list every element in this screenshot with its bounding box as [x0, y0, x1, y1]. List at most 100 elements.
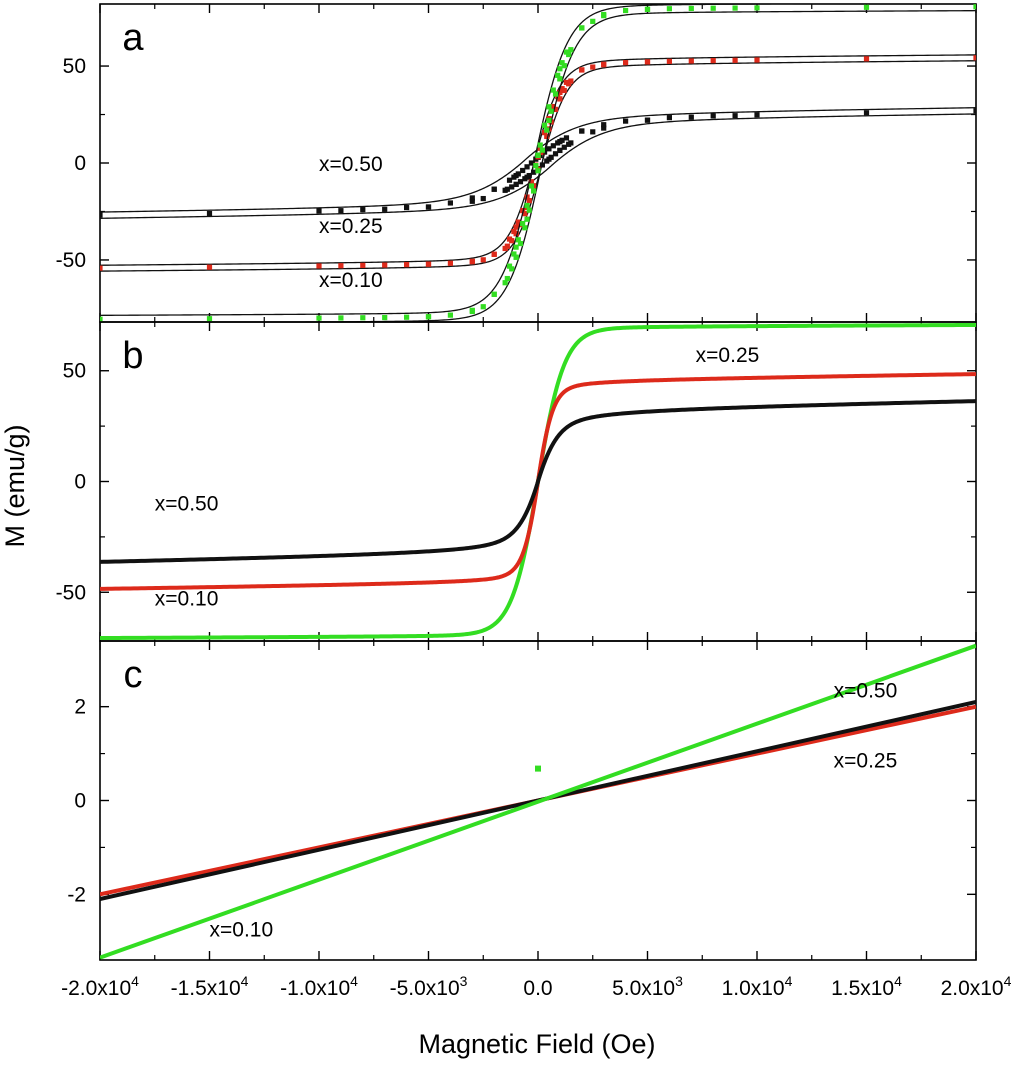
data-marker: [480, 304, 486, 310]
data-marker: [338, 263, 344, 269]
data-marker: [539, 147, 545, 153]
data-marker: [480, 257, 486, 263]
data-marker: [557, 76, 563, 82]
panel-a: 50 0 -50 a x=0.50 x=0.25 x=0.10: [56, 3, 977, 323]
data-marker: [555, 72, 561, 78]
data-marker: [531, 188, 537, 194]
data-marker: [863, 56, 870, 62]
y-tick-label: 50: [63, 55, 86, 78]
data-marker: [688, 114, 694, 120]
data-marker: [360, 262, 366, 268]
data-marker: [511, 174, 517, 180]
data-marker: [469, 198, 475, 204]
data-marker: [522, 225, 528, 231]
data-marker: [513, 254, 519, 260]
panel-letter: b: [122, 335, 143, 377]
data-marker: [552, 151, 559, 157]
data-marker: [566, 51, 572, 58]
data-marker: [548, 108, 554, 114]
data-marker: [732, 57, 738, 63]
data-marker: [601, 122, 607, 128]
data-marker: [535, 168, 541, 174]
data-marker: [360, 315, 366, 321]
data-marker: [579, 128, 585, 134]
data-marker: [973, 55, 976, 61]
data-marker: [528, 160, 535, 166]
panels-group: 50 0 -50 a x=0.50 x=0.25 x=0.10 50 0 -50 b x=0.25 x=…: [56, 3, 977, 961]
data-marker: [360, 207, 366, 213]
x-tick-label: -5.0x103: [390, 973, 468, 1000]
data-marker: [469, 258, 475, 264]
data-marker: [563, 135, 570, 141]
data-marker: [513, 230, 519, 237]
data-marker: [506, 177, 513, 183]
data-marker: [566, 81, 572, 87]
data-marker: [546, 104, 552, 110]
data-marker: [491, 251, 497, 257]
data-marker: [555, 140, 561, 146]
data-marker: [404, 205, 410, 211]
data-marker: [520, 220, 526, 227]
series-c-x010: [100, 643, 976, 960]
x-tick-label: -1.0x104: [280, 973, 358, 1000]
series-line: [100, 643, 976, 960]
data-marker: [688, 58, 694, 64]
data-marker: [447, 260, 453, 266]
data-marker: [568, 47, 574, 53]
data-marker: [513, 181, 519, 188]
data-marker: [546, 146, 552, 152]
data-marker: [469, 307, 475, 313]
data-marker: [502, 280, 508, 286]
data-marker: [524, 202, 530, 209]
data-marker: [644, 6, 651, 12]
series-line: [100, 399, 976, 564]
data-marker: [732, 5, 738, 11]
data-marker: [491, 186, 497, 192]
data-marker: [552, 106, 559, 113]
data-marker: [522, 211, 528, 217]
data-marker: [447, 200, 453, 206]
data-marker: [863, 4, 870, 10]
data-marker: [404, 262, 410, 268]
data-marker: [447, 312, 453, 318]
series-label: x=0.50: [155, 492, 219, 515]
x-tick-label: 1.5x104: [831, 973, 902, 1000]
data-marker: [515, 171, 521, 177]
data-marker: [528, 183, 535, 189]
panel-b: 50 0 -50 b x=0.25 x=0.50 x=0.10: [56, 321, 977, 642]
data-marker: [100, 212, 103, 218]
series-b-x050: [100, 399, 976, 564]
x-axis: -2.0x104 -1.5x104 -1.0x104 -5.0x103 0.0 5.0x1…: [61, 973, 1012, 1000]
data-marker: [506, 263, 513, 269]
data-marker: [535, 152, 541, 158]
data-marker: [754, 112, 760, 118]
data-marker: [557, 89, 563, 96]
data-marker: [579, 67, 585, 73]
data-marker: [537, 142, 543, 148]
data-marker: [469, 195, 475, 201]
x-tick-label: -1.5x104: [171, 973, 249, 1000]
data-marker: [590, 18, 596, 24]
series-label: x=0.25: [319, 215, 383, 238]
x-tick-label: 2.0x104: [941, 973, 1012, 1000]
data-marker: [688, 5, 694, 12]
data-marker: [568, 78, 574, 84]
outlier-point: [535, 765, 541, 772]
data-marker: [550, 143, 556, 149]
y-tick-label: 0: [74, 471, 86, 494]
data-marker: [513, 244, 519, 250]
data-marker: [524, 216, 530, 222]
y-tick-label: 0: [74, 790, 86, 813]
data-marker: [531, 169, 537, 175]
data-marker: [526, 198, 532, 204]
data-marker: [520, 167, 526, 174]
data-marker: [548, 154, 554, 160]
data-marker: [601, 61, 607, 67]
data-marker: [526, 207, 532, 213]
series-label: x=0.50: [319, 153, 383, 176]
x-tick-label: 0.0: [523, 977, 552, 1000]
data-marker: [666, 6, 672, 12]
data-marker: [601, 125, 607, 131]
data-marker: [511, 251, 517, 257]
